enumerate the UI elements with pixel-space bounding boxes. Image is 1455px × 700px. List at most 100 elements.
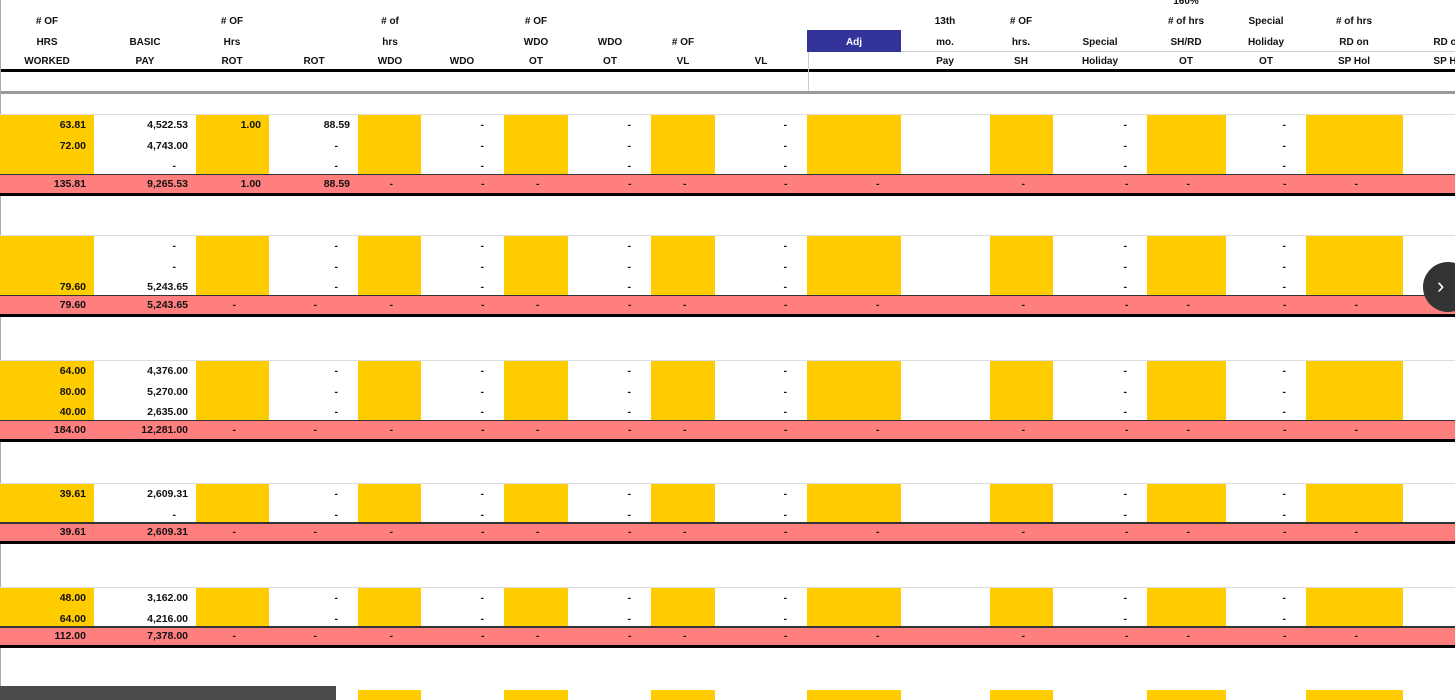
column-header-text: RD on: [1339, 37, 1369, 48]
yellow-input-block: [990, 690, 1053, 700]
yellow-input-block: [1147, 114, 1226, 174]
yellow-input-block: [807, 235, 901, 295]
data-cell: -: [783, 160, 788, 172]
group-top-line: [0, 114, 1455, 115]
data-cell[interactable]: 40.00: [59, 406, 86, 418]
column-header-text: 13th: [934, 16, 956, 27]
yellow-input-block: [504, 483, 568, 522]
yellow-input-block: [651, 360, 715, 420]
total-row: [0, 522, 1455, 541]
yellow-input-block: [358, 587, 421, 626]
total-cell: -: [313, 423, 318, 436]
data-cell: -: [480, 406, 485, 418]
data-cell: -: [334, 281, 339, 293]
data-cell: -: [1123, 365, 1128, 377]
column-header-text: WDO: [523, 37, 549, 48]
data-cell: -: [172, 260, 177, 273]
data-cell: -: [783, 592, 788, 604]
total-top-border: [0, 419, 1455, 421]
data-cell: -: [1282, 508, 1287, 521]
column-header-text: Special: [1248, 16, 1284, 27]
data-cell[interactable]: 64.00: [59, 612, 86, 625]
total-bottom-border: [0, 192, 1455, 196]
data-cell: -: [172, 508, 177, 521]
total-row: [0, 294, 1455, 314]
total-cell: -: [876, 526, 880, 538]
group-top-line: [0, 483, 1455, 484]
yellow-input-block: [990, 360, 1053, 420]
data-cell: 4,522.53: [147, 119, 188, 131]
data-cell[interactable]: 48.00: [59, 592, 86, 604]
left-border: [0, 0, 1, 700]
total-cell: -: [1021, 526, 1026, 538]
yellow-input-block: [0, 360, 94, 420]
total-cell: -: [876, 630, 880, 642]
yellow-input-block: [1306, 235, 1403, 295]
column-header-text: SH: [1014, 56, 1028, 67]
total-cell: -: [784, 630, 788, 642]
total-cell: -: [232, 526, 237, 538]
yellow-input-block: [0, 114, 94, 174]
total-cell: -: [389, 630, 394, 642]
total-cell: -: [313, 526, 318, 538]
yellow-input-block: [1147, 587, 1226, 626]
data-cell[interactable]: 39.61: [59, 488, 86, 500]
total-cell: -: [1354, 526, 1359, 538]
section-gray-line: [0, 91, 1455, 94]
data-cell: -: [783, 119, 788, 131]
column-header-text: SH/RD: [1170, 37, 1202, 48]
total-cell: -: [389, 526, 394, 538]
column-header-text: Hrs: [223, 37, 241, 48]
data-cell[interactable]: 64.00: [59, 365, 86, 377]
data-cell: -: [334, 488, 339, 500]
total-cell: -: [1354, 423, 1359, 436]
yellow-input-block: [504, 235, 568, 295]
total-cell: 88.59: [323, 177, 350, 190]
total-cell: -: [1186, 526, 1191, 538]
data-cell: -: [480, 592, 485, 604]
column-header-text: # OF: [1009, 16, 1033, 27]
total-bottom-border: [0, 313, 1455, 317]
data-cell: -: [1282, 365, 1287, 377]
data-cell: -: [1282, 488, 1287, 500]
total-cell: -: [536, 630, 540, 642]
data-cell: -: [172, 240, 177, 252]
data-cell: -: [1123, 612, 1128, 625]
total-top-border: [0, 173, 1455, 175]
data-cell: -: [627, 160, 632, 172]
column-header-text: # of hrs: [1167, 16, 1205, 27]
total-cell: -: [628, 423, 632, 436]
sheet-tab-bar[interactable]: [0, 686, 336, 700]
column-header-text: # of: [381, 16, 399, 27]
data-cell: -: [480, 385, 485, 398]
column-header-text: OT: [1179, 56, 1193, 67]
yellow-input-block: [504, 587, 568, 626]
data-cell: -: [334, 260, 339, 273]
yellow-input-block: [651, 483, 715, 522]
total-cell: -: [683, 423, 687, 436]
total-top-border: [0, 294, 1455, 296]
data-cell[interactable]: 1.00: [240, 119, 261, 131]
total-bottom-border: [0, 645, 1455, 648]
data-cell[interactable]: 79.60: [59, 281, 86, 293]
column-header-text: # OF: [524, 16, 548, 27]
data-cell: -: [1123, 260, 1128, 273]
yellow-input-block: [1147, 690, 1226, 700]
data-cell[interactable]: 80.00: [59, 385, 86, 398]
total-cell: -: [481, 177, 485, 190]
yellow-input-block: [807, 690, 901, 700]
data-cell: 4,743.00: [147, 139, 188, 152]
data-cell: -: [334, 365, 339, 377]
data-cell: -: [1123, 488, 1128, 500]
data-cell: -: [1282, 119, 1287, 131]
total-cell: -: [536, 423, 540, 436]
total-cell: -: [481, 423, 485, 436]
total-cell: -: [628, 630, 632, 642]
yellow-input-block: [504, 360, 568, 420]
data-cell[interactable]: 63.81: [59, 119, 86, 131]
data-cell[interactable]: 72.00: [59, 139, 86, 152]
adj-header-cell[interactable]: [807, 30, 901, 52]
total-cell: -: [1125, 630, 1129, 642]
yellow-input-block: [1147, 235, 1226, 295]
column-header-text: hrs: [382, 37, 398, 48]
